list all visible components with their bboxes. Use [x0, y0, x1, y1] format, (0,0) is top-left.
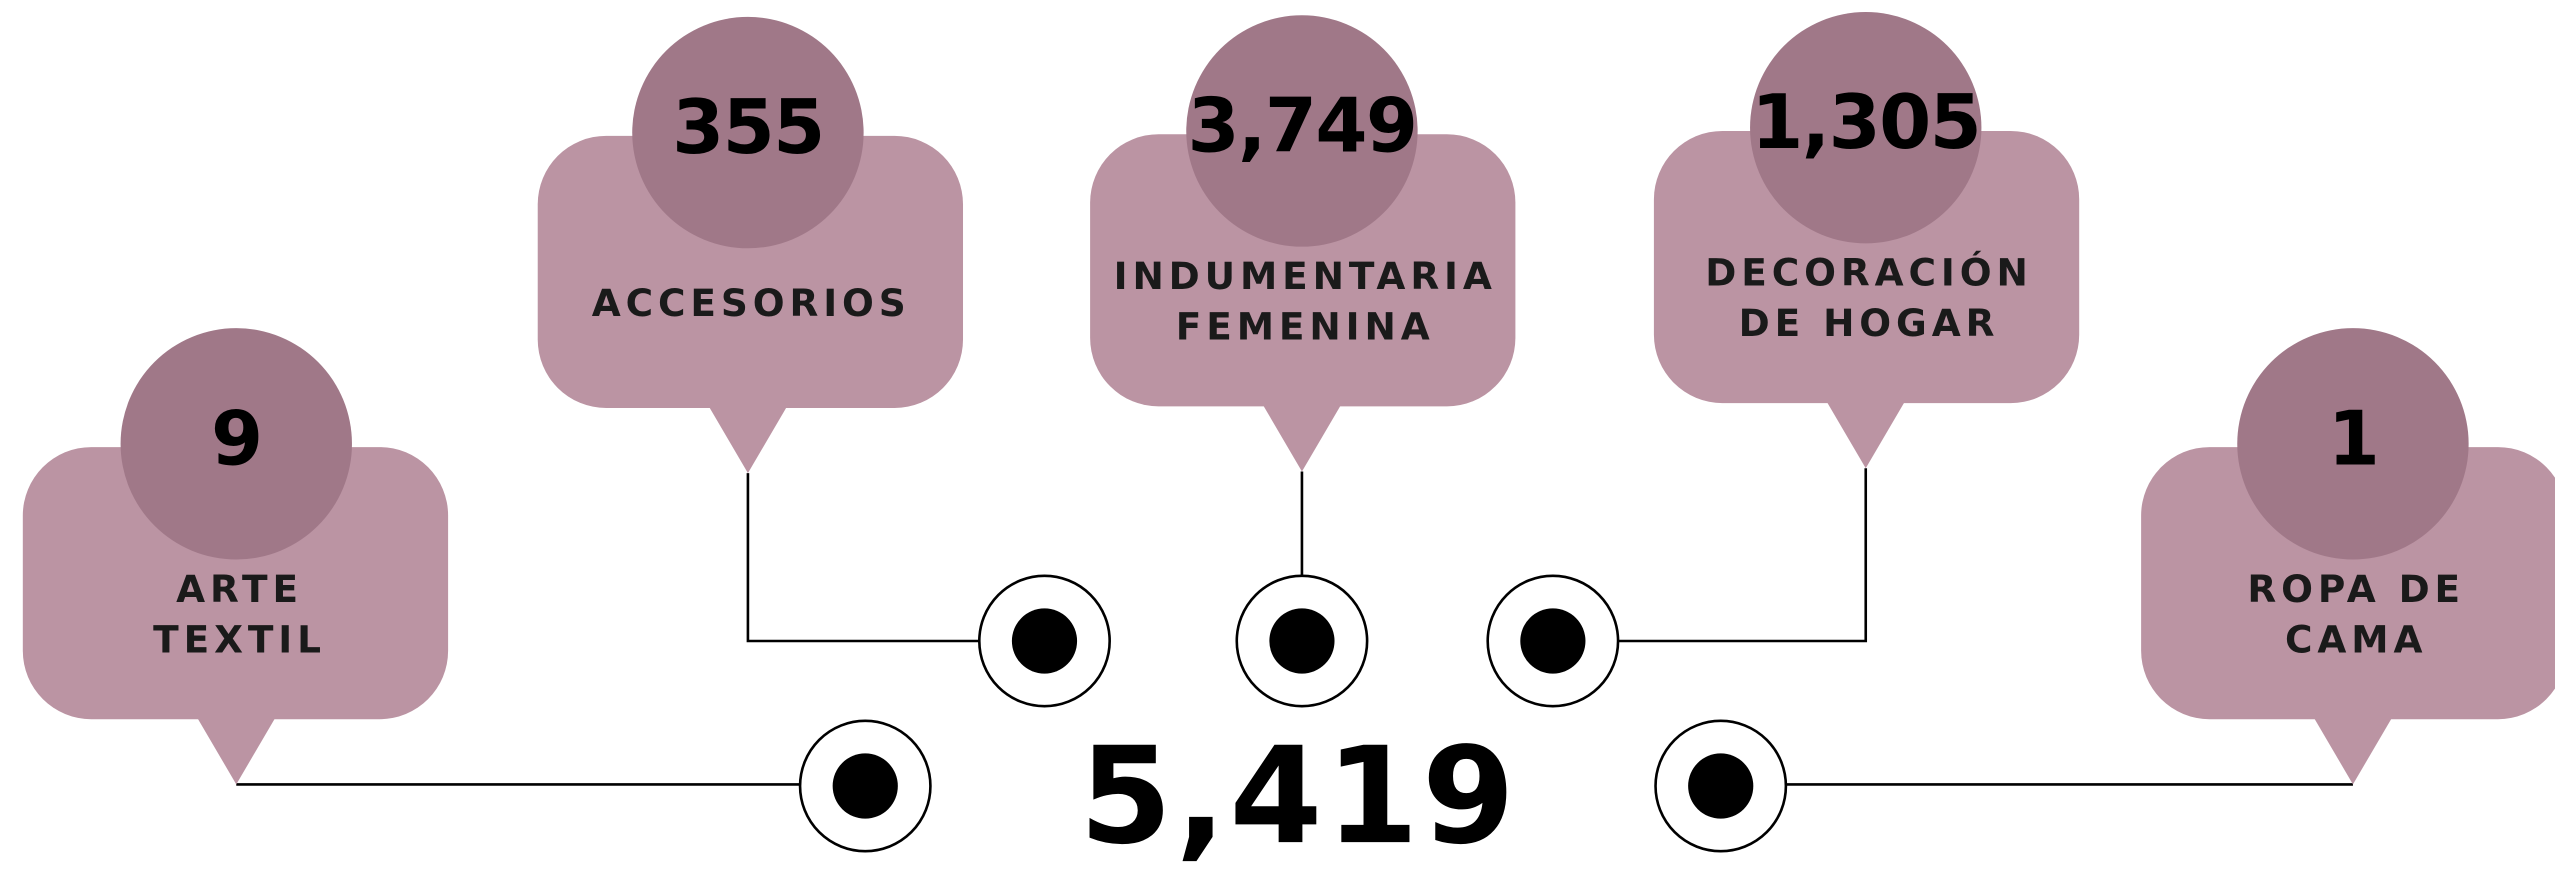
callout-pointer — [197, 717, 276, 785]
label: ARTE — [176, 567, 303, 611]
value-circle — [1186, 15, 1418, 247]
label: DECORACIÓN — [1705, 251, 2032, 295]
total: 5,419 — [1079, 718, 1518, 873]
value: 1 — [2328, 394, 2379, 482]
callout-box — [1653, 130, 2080, 404]
callout-pointer — [1826, 401, 1905, 469]
callout-pointer — [708, 406, 788, 474]
label: INDUMENTARIA — [1114, 254, 1497, 298]
callout-pointer — [1262, 404, 1342, 472]
value: 3,749 — [1187, 81, 1416, 169]
connector — [1618, 468, 1868, 643]
callout-box — [1090, 134, 1516, 407]
callout-box — [22, 447, 449, 720]
connector — [746, 473, 980, 643]
callout-box — [2141, 447, 2555, 720]
label: ROPA DE — [2247, 567, 2465, 611]
value-circle — [2237, 328, 2469, 560]
value-circle — [632, 16, 864, 249]
dot — [1520, 608, 1586, 674]
value: 1,305 — [1751, 78, 1980, 166]
callout-pointer — [2313, 717, 2393, 785]
value: 355 — [672, 83, 824, 171]
value: 9 — [211, 394, 262, 482]
label: DE HOGAR — [1739, 301, 2000, 345]
label: TEXTIL — [153, 617, 326, 661]
label: CAMA — [2285, 617, 2427, 661]
dot — [1011, 608, 1078, 674]
callout-box — [537, 135, 964, 408]
value-circle — [1750, 12, 1982, 244]
label: ACCESORIOS — [592, 281, 911, 325]
dot — [832, 753, 898, 819]
dot — [1688, 753, 1754, 819]
dot — [1269, 608, 1335, 674]
label: FEMENINA — [1176, 304, 1435, 348]
value-circle — [120, 328, 352, 560]
